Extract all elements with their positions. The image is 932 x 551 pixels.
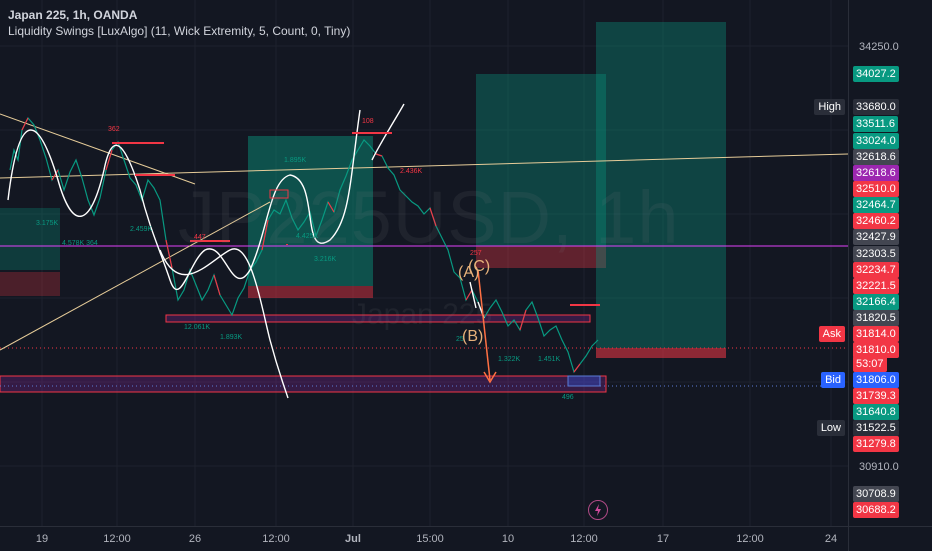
price-label: 33680.0 (853, 99, 899, 115)
candles (9, 116, 599, 374)
price-label: 32618.6 (853, 149, 899, 165)
swing-label: 2.436K (400, 168, 423, 175)
price-label: 30708.9 (853, 486, 899, 502)
price-label: 31820.5 (853, 310, 899, 326)
price-label: 32166.4 (853, 294, 899, 310)
price-label: 32234.7 (853, 262, 899, 278)
price-tag-bid: Bid (821, 372, 845, 388)
time-label: 12:00 (570, 533, 598, 545)
symbol-watermark: JP225USD, 1h (178, 176, 680, 259)
price-label: 31522.5 (853, 420, 899, 436)
chart-title[interactable]: Japan 225, 1h, OANDA (8, 8, 138, 22)
price-label: 32303.5 (853, 246, 899, 262)
drawing-curve-2 (159, 248, 289, 399)
volume-label: 1.895K (284, 157, 307, 164)
bottom-liquidity-zone (0, 375, 607, 393)
price-label: 32510.0 (853, 181, 899, 197)
position-box-1-target (476, 74, 606, 246)
wave-label-a[interactable]: (A) (458, 264, 480, 281)
swing-label: 257 (470, 250, 482, 257)
time-label: 12:00 (736, 533, 764, 545)
price-label: 32618.6 (853, 165, 899, 181)
price-label: 32427.9 (853, 229, 899, 245)
long-position-stop (248, 286, 373, 298)
position-box-2-target (596, 22, 726, 348)
time-label: Jul (345, 533, 361, 545)
wave-label-c[interactable]: (C) (468, 258, 491, 275)
price-label: 32221.5 (853, 278, 899, 294)
volume-label: 2.459K (130, 226, 153, 233)
price-label: 32464.7 (853, 197, 899, 213)
price-tag-low: Low (816, 420, 845, 436)
volume-label: 4.578K 364 (62, 240, 98, 247)
volume-label: 1.893K (220, 334, 243, 341)
volume-label: 3.175K (36, 220, 59, 227)
volume-label: 1.322K (498, 356, 521, 363)
axis-corner[interactable] (848, 526, 932, 551)
price-label: 31814.0 (853, 326, 899, 342)
price-tag-high: High (814, 99, 845, 115)
swing-label: 496 (562, 394, 574, 401)
drawing-curve-1 (7, 109, 361, 290)
position-box-1-stop (476, 246, 606, 268)
price-tag-ask: Ask (818, 326, 845, 342)
swing-label: 362 (108, 126, 120, 133)
time-label: 12:00 (103, 533, 131, 545)
position-box-2-stop (596, 348, 726, 358)
price-label: 31810.0 (853, 342, 899, 358)
time-axis[interactable]: 19 12:00 26 12:00 Jul 15:00 10 12:00 17 … (0, 526, 848, 551)
time-label: 24 (824, 533, 838, 545)
chart-canvas[interactable] (0, 0, 848, 526)
volume-label: 12.061K (184, 324, 211, 331)
time-label: 15:00 (416, 533, 444, 545)
chart-area[interactable]: JP225USD, 1h Japan 225 Japan 225, 1h, OA… (0, 0, 848, 526)
price-label: 33511.6 (853, 116, 898, 132)
price-label: 53:07 (853, 356, 887, 372)
time-label: 12:00 (262, 533, 290, 545)
indicator-legend[interactable]: Liquidity Swings [LuxAlgo] (11, Wick Ext… (8, 24, 351, 38)
time-label: 10 (501, 533, 515, 545)
time-label: 19 (35, 533, 49, 545)
price-label: 33024.0 (853, 133, 899, 149)
volume-label: 25 (456, 336, 464, 343)
volume-label: 3.216K (314, 256, 337, 263)
name-watermark: Japan 225 (352, 298, 493, 331)
wave-label-b[interactable]: (B) (462, 328, 484, 345)
time-label: 17 (656, 533, 670, 545)
lightning-icon[interactable] (588, 500, 608, 520)
price-axis[interactable]: 34250.0 30910.0 34027.2 33680.0 33511.6 330… (814, 0, 932, 526)
price-label: 34027.2 (853, 66, 899, 82)
price-label: 32460.2 (853, 213, 899, 229)
time-label: 26 (188, 533, 202, 545)
price-label: 31640.8 (853, 404, 899, 420)
volume-label: 1.451K (538, 356, 561, 363)
swing-label: 447 (194, 234, 206, 241)
liquidity-zone-left-green (0, 208, 60, 270)
volume-label: 4.425K (296, 233, 319, 240)
liquidity-box-mid (165, 314, 591, 323)
price-label: 31806.0 (853, 372, 899, 388)
swing-label: 108 (362, 118, 374, 125)
liquidity-zone-left-red (0, 272, 60, 296)
price-label: 31739.3 (853, 388, 899, 404)
price-tick: 30910.0 (859, 461, 899, 473)
price-tick: 34250.0 (859, 41, 899, 53)
price-label: 31279.8 (853, 436, 899, 452)
price-label: 30688.2 (853, 502, 899, 518)
